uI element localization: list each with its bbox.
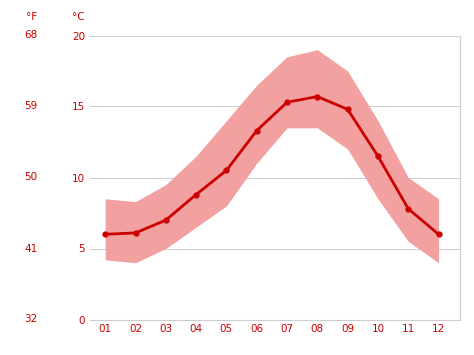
Text: 68: 68 <box>24 31 37 40</box>
Text: 41: 41 <box>24 244 37 253</box>
Text: 50: 50 <box>24 173 37 182</box>
Text: °F: °F <box>26 12 37 22</box>
Text: 32: 32 <box>24 315 37 324</box>
Text: °C: °C <box>72 12 84 22</box>
Text: 59: 59 <box>24 102 37 111</box>
